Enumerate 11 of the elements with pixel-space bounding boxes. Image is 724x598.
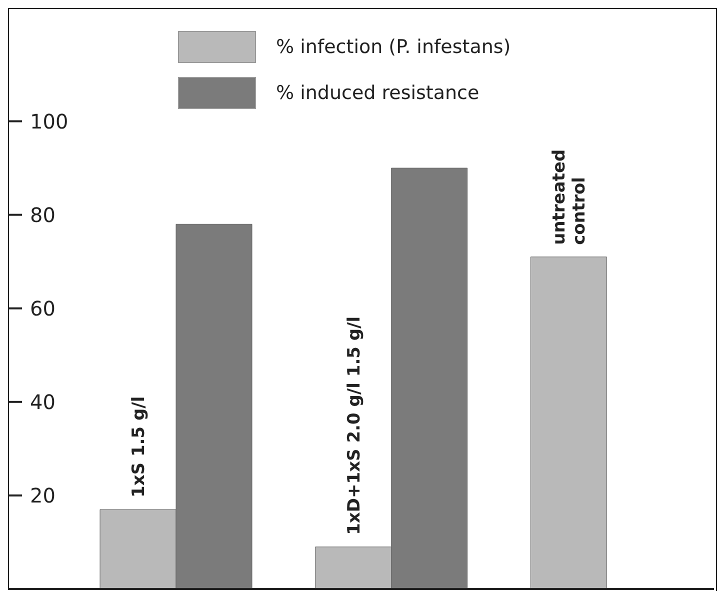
legend-label: % induced resistance xyxy=(276,82,480,104)
x-tick-label: untreated control xyxy=(550,149,590,245)
y-tick-label: 40 xyxy=(30,390,56,414)
x-tick-label: 1xS 1.5 g/l xyxy=(129,396,149,498)
y-tick-label: 20 xyxy=(30,484,56,508)
y-tick-label: 100 xyxy=(30,109,68,134)
x-tick-label: 1xD+1xS 2.0 g/l 1.5 g/l xyxy=(344,316,364,535)
y-tick-label: 60 xyxy=(30,296,56,320)
y-tick-label: 80 xyxy=(30,202,56,227)
legend-label: % infection (P. infestans) xyxy=(276,36,511,58)
bar xyxy=(530,256,607,589)
